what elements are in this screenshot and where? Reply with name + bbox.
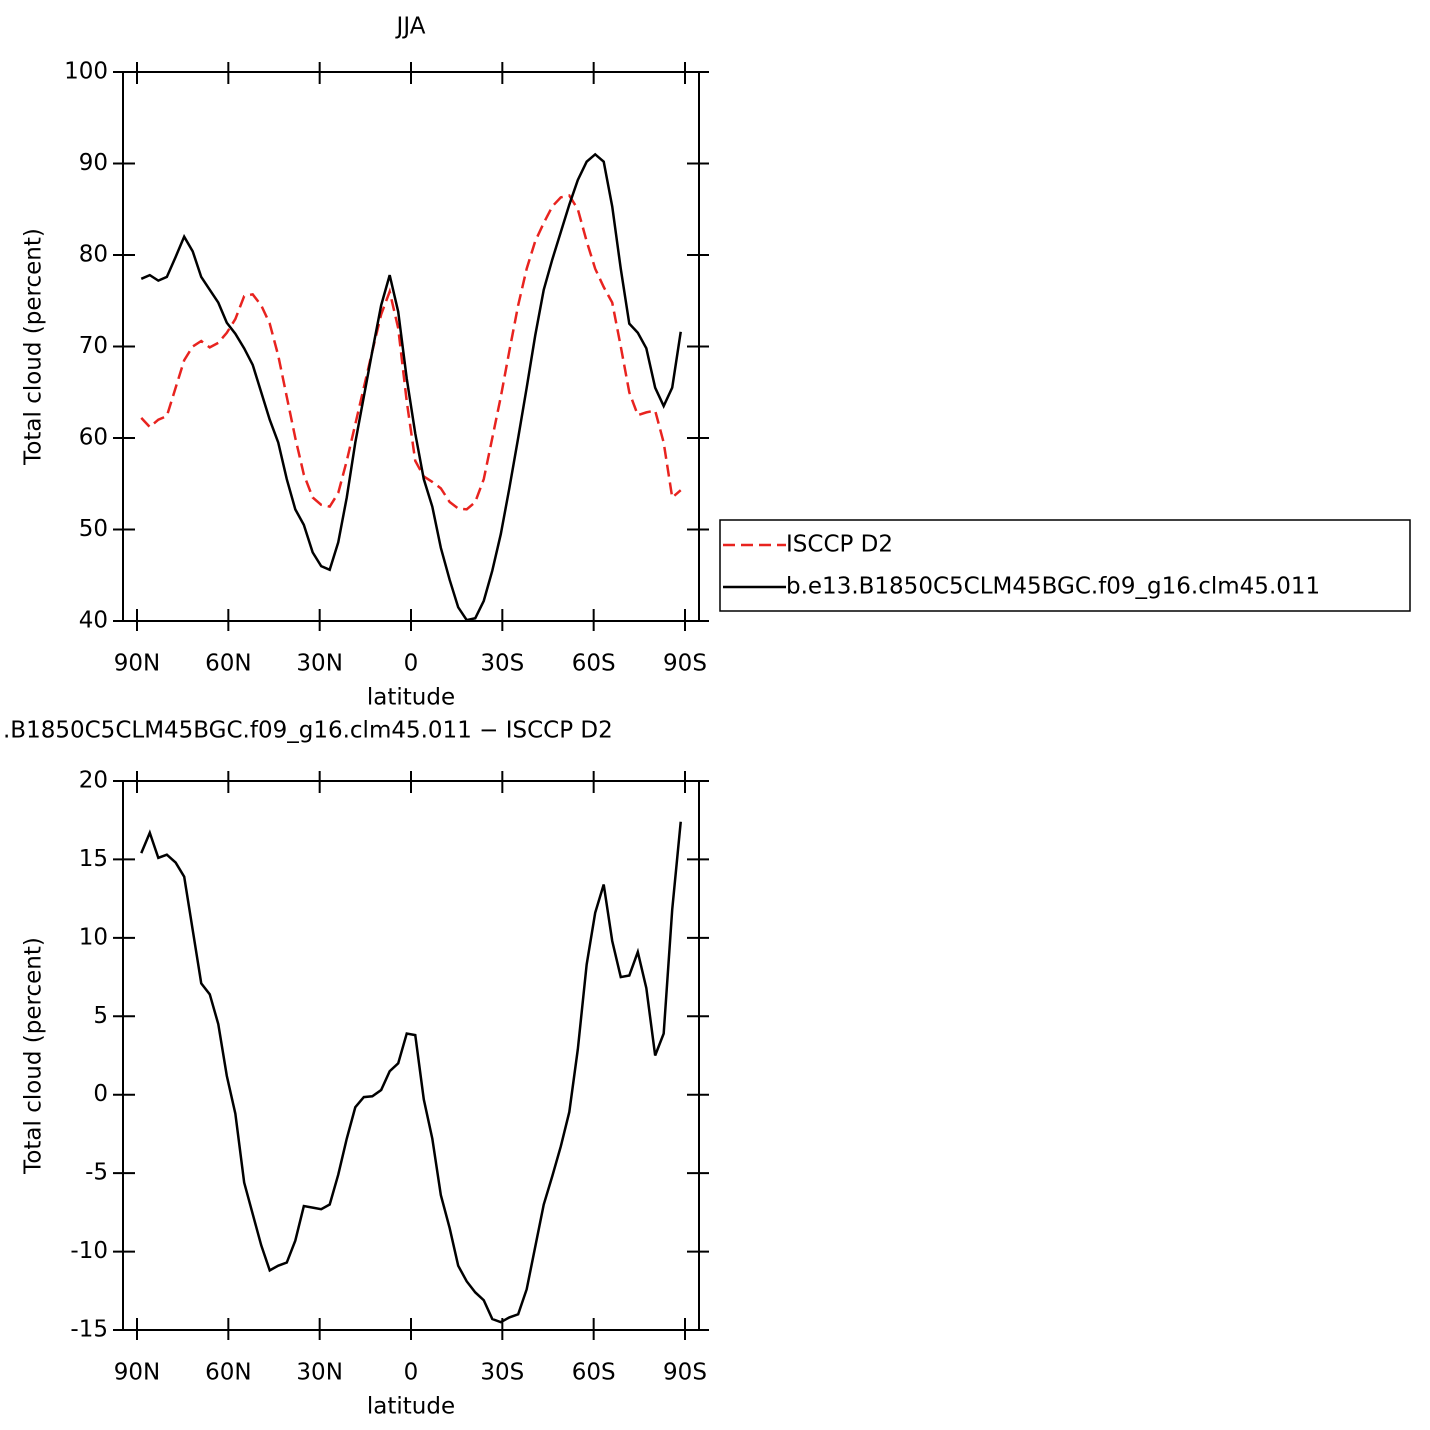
y-tick-label: 20	[79, 768, 108, 794]
x-tick-label: 60N	[205, 651, 251, 677]
y-tick-label: -5	[85, 1160, 108, 1186]
y-tick-label: 50	[79, 516, 108, 542]
data-line	[140, 152, 682, 622]
x-tick-label: 90N	[114, 651, 160, 677]
chart-title: JJA	[395, 14, 426, 40]
x-axis-label: latitude	[367, 1394, 455, 1420]
y-tick-label: 70	[79, 333, 108, 359]
y-tick-label: 100	[64, 59, 108, 85]
plot-frame	[122, 780, 700, 1331]
y-tick-label: 15	[79, 846, 108, 872]
x-tick-label: 90N	[114, 1360, 160, 1386]
legend-label: b.e13.B1850C5CLM45BGC.f09_g16.clm45.011	[786, 574, 1320, 600]
x-tick-label: 30S	[480, 1360, 524, 1386]
x-tick-label: 0	[404, 1360, 419, 1386]
y-axis-label: Total cloud (percent)	[21, 937, 47, 1175]
y-tick-label: 10	[79, 924, 108, 950]
y-tick-label: 90	[79, 150, 108, 176]
y-tick-label: 60	[79, 425, 108, 451]
x-tick-label: 60S	[572, 1360, 616, 1386]
y-tick-label: -10	[70, 1238, 108, 1264]
x-tick-label: 0	[404, 651, 419, 677]
x-tick-label: 90S	[663, 1360, 707, 1386]
plot-frame	[122, 71, 700, 622]
x-axis-label: latitude	[367, 685, 455, 711]
y-tick-label: 5	[93, 1003, 108, 1029]
chart-title: .B1850C5CLM45BGC.f09_g16.clm45.011 − ISC…	[3, 718, 613, 744]
y-tick-label: 40	[79, 608, 108, 634]
x-tick-label: 30N	[296, 651, 342, 677]
data-line	[140, 194, 682, 511]
y-tick-label: -15	[70, 1317, 108, 1343]
x-tick-label: 60N	[205, 1360, 251, 1386]
y-tick-label: 0	[93, 1081, 108, 1107]
x-tick-label: 30N	[296, 1360, 342, 1386]
x-tick-label: 60S	[572, 651, 616, 677]
x-tick-label: 30S	[480, 651, 524, 677]
data-line	[140, 821, 682, 1324]
y-tick-label: 80	[79, 242, 108, 268]
y-axis-label: Total cloud (percent)	[21, 228, 47, 466]
x-tick-label: 90S	[663, 651, 707, 677]
legend-box	[719, 519, 1411, 612]
legend-label: ISCCP D2	[786, 532, 893, 558]
